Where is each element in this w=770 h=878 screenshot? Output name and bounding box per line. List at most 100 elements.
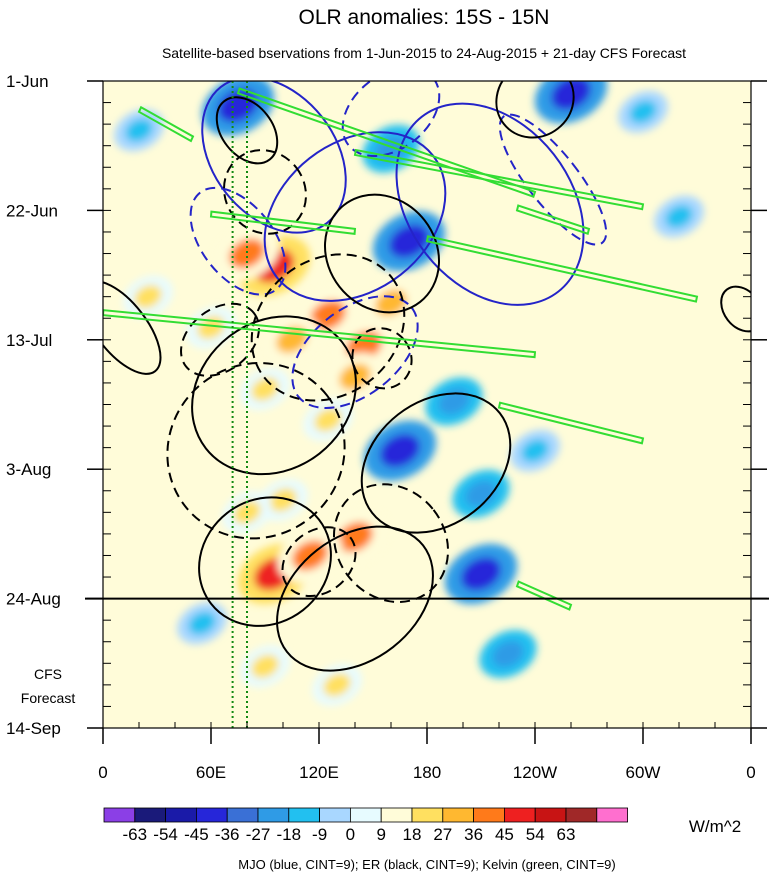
kelvin-contours — [103, 87, 699, 611]
kelvin-contour — [497, 401, 645, 445]
chart-title: OLR anomalies: 15S - 15N — [299, 6, 550, 29]
anomaly-cell-core — [269, 488, 297, 512]
x-tick-label: 180 — [413, 763, 441, 782]
kelvin-contour — [353, 148, 645, 211]
colorbar-swatch — [349, 807, 382, 823]
er-contour — [198, 496, 332, 627]
anomaly-cell-core — [461, 557, 501, 591]
colorbar-swatch — [319, 807, 351, 823]
colorbar-swatch — [134, 807, 167, 823]
chart-subtitle: Satellite-based bservations from 1-Jun-2… — [162, 45, 686, 61]
colorbar-swatch — [411, 807, 444, 823]
colorbar-label: -36 — [215, 825, 240, 844]
anomaly-cell-core — [346, 331, 382, 361]
er-contour — [250, 253, 406, 402]
anomaly-cell-core — [251, 377, 279, 401]
plot-area — [103, 81, 751, 728]
colorbar-label: -18 — [277, 825, 302, 844]
anomaly-cell-core — [229, 238, 265, 269]
colorbar-swatch — [195, 807, 228, 823]
colorbar-label: 45 — [495, 825, 514, 844]
x-axis: 0 60E 120E 180 120W 60W 0 — [98, 722, 756, 782]
colorbar-label: 9 — [376, 825, 385, 844]
colorbar-label: 63 — [557, 825, 576, 844]
anomaly-cell-core — [375, 289, 407, 316]
y-tick-label: 3-Aug — [6, 460, 51, 479]
er-contour — [323, 193, 441, 314]
x-tick-label: 60E — [196, 763, 226, 782]
x-tick-label: 0 — [746, 763, 755, 782]
colorbar-label: 27 — [433, 825, 452, 844]
er-contour — [103, 280, 162, 375]
anomaly-cell-core — [251, 654, 279, 678]
anomaly-cell-core — [551, 81, 591, 110]
kelvin-contour — [137, 105, 195, 143]
anomaly-cell-core — [629, 100, 657, 124]
er-contour — [495, 81, 575, 139]
y-tick-label: 24-Aug — [6, 590, 61, 609]
y-tick-label: 22-Jun — [6, 201, 58, 220]
er-contour — [215, 96, 279, 165]
x-tick-label: 120W — [513, 763, 557, 782]
colorbar-label: -45 — [184, 825, 209, 844]
colorbar-label: -63 — [123, 825, 148, 844]
colorbar-label: -54 — [153, 825, 178, 844]
colorbar-units: W/m^2 — [689, 817, 741, 836]
colorbar: -63 -54 -45 -36 -27 -18 -9 0 9 18 27 36 45 54 63 — [103, 807, 628, 844]
anomaly-cell-core — [323, 673, 351, 697]
er-contour — [360, 392, 512, 534]
x-tick-label: 0 — [98, 763, 107, 782]
anomaly-cell-core — [188, 611, 216, 635]
er-contours — [103, 81, 751, 672]
kelvin-contour — [209, 210, 357, 235]
colorbar-label: 0 — [346, 825, 355, 844]
kelvin-contour — [515, 204, 591, 236]
er-contour — [281, 526, 357, 598]
er-contour — [720, 285, 751, 333]
y-tick-label: 13-Jul — [6, 331, 52, 350]
anomaly-cell-core — [465, 480, 497, 508]
anomaly-cell-core — [389, 224, 429, 258]
y-tick-label: 1-Jun — [6, 72, 49, 91]
y-axis: 1-Jun 22-Jun 13-Jul 3-Aug 24-Aug 14-Sep — [6, 72, 767, 738]
anomaly-cell-core — [337, 522, 373, 552]
x-tick-label: 60W — [626, 763, 661, 782]
anomaly-cell-core — [521, 439, 549, 463]
colorbar-swatch — [565, 807, 598, 823]
er-contour — [166, 362, 346, 540]
er-contour — [191, 315, 357, 476]
anomaly-cell-core — [665, 205, 693, 229]
mjo-contour — [395, 102, 585, 306]
kelvin-contour — [425, 235, 699, 303]
anomaly-cell-core — [134, 285, 162, 309]
colorbar-swatch — [473, 807, 505, 823]
anomaly-cell-core — [125, 118, 153, 142]
er-contour — [351, 327, 413, 390]
colorbar-swatch — [103, 807, 136, 823]
colorbar-label: -27 — [246, 825, 271, 844]
y-tick-label: 14-Sep — [6, 719, 61, 738]
forecast-label-line1: CFS — [34, 666, 62, 682]
forecast-label-line2: Forecast — [21, 690, 76, 706]
mjo-contour — [341, 81, 441, 158]
anomaly-field — [114, 81, 704, 706]
er-contour — [180, 302, 260, 377]
colorbar-swatch — [534, 807, 567, 823]
colorbar-label: 36 — [464, 825, 483, 844]
x-tick-label: 120E — [299, 763, 339, 782]
colorbar-swatch — [380, 807, 413, 823]
anomaly-cell-core — [492, 640, 524, 668]
colorbar-swatch — [288, 807, 320, 823]
colorbar-swatch — [503, 807, 536, 823]
anomaly-cell-core — [380, 434, 420, 468]
colorbar-label: -9 — [312, 825, 327, 844]
colorbar-swatch — [257, 807, 290, 823]
colorbar-swatch — [165, 807, 197, 823]
colorbar-swatch — [442, 807, 474, 823]
colorbar-label: 54 — [526, 825, 545, 844]
colorbar-swatch — [596, 807, 628, 823]
kelvin-contour — [515, 580, 573, 611]
colorbar-label: 18 — [403, 825, 422, 844]
kelvin-contour — [236, 87, 537, 198]
